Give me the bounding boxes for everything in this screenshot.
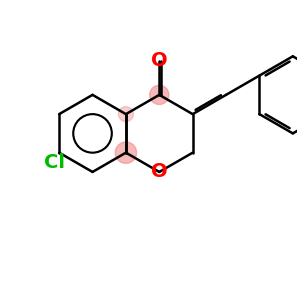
Circle shape: [150, 85, 169, 104]
Circle shape: [118, 106, 134, 122]
Text: O: O: [151, 51, 168, 70]
Text: O: O: [151, 162, 168, 182]
Circle shape: [115, 142, 136, 164]
Text: Cl: Cl: [44, 153, 65, 172]
